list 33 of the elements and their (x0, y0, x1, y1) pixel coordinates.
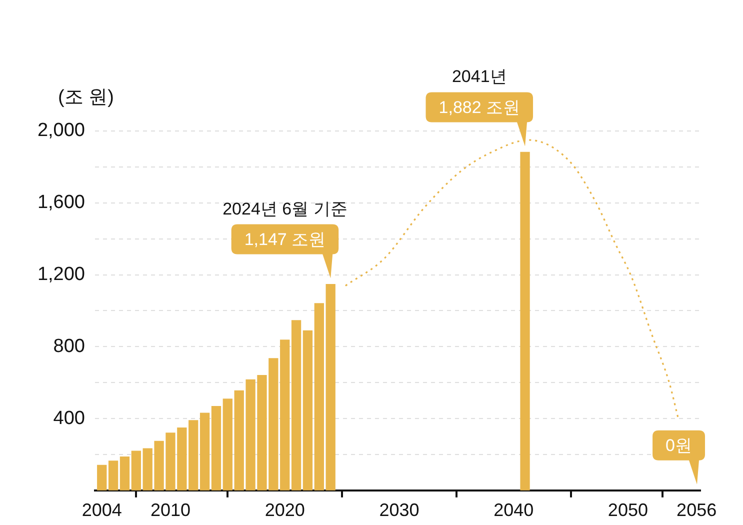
bar (520, 152, 530, 490)
bar (188, 420, 198, 490)
bar (120, 456, 130, 490)
bar (280, 340, 290, 490)
x-tick-label: 2020 (264, 500, 305, 520)
annotation: 0원 (666, 436, 692, 456)
bar (291, 320, 302, 490)
bar (302, 330, 313, 490)
bar (326, 284, 336, 490)
bar (200, 412, 210, 490)
bar (211, 406, 222, 490)
bar (222, 398, 232, 490)
y-tick-label: 800 (53, 336, 85, 357)
x-tick-label: 2004 (82, 500, 122, 520)
y-tick-label: 400 (53, 408, 85, 429)
text: 2041년 (452, 67, 507, 86)
annotation: 1,147 조원 (244, 230, 326, 249)
bar (131, 450, 141, 490)
annotation: 2024년 6월 기준 (222, 199, 348, 218)
y-tick-label: 2,000 (37, 120, 85, 142)
bar (314, 303, 324, 490)
x-tick-label: 2010 (150, 500, 191, 520)
line-series (344, 139, 680, 420)
y-axis-title: (조 원) (58, 87, 114, 108)
x-tick-label: 2040 (494, 500, 534, 520)
x-tick-label: 2030 (379, 500, 420, 520)
y-tick-label: 1,200 (37, 264, 85, 285)
x-tick-label: 2056 (676, 500, 717, 520)
bar (97, 464, 107, 490)
x-tick-label: 2050 (608, 500, 648, 520)
bar (108, 460, 118, 490)
y-tick-label: 1,600 (37, 192, 85, 214)
annotation: 1,882 조원 (438, 98, 520, 117)
